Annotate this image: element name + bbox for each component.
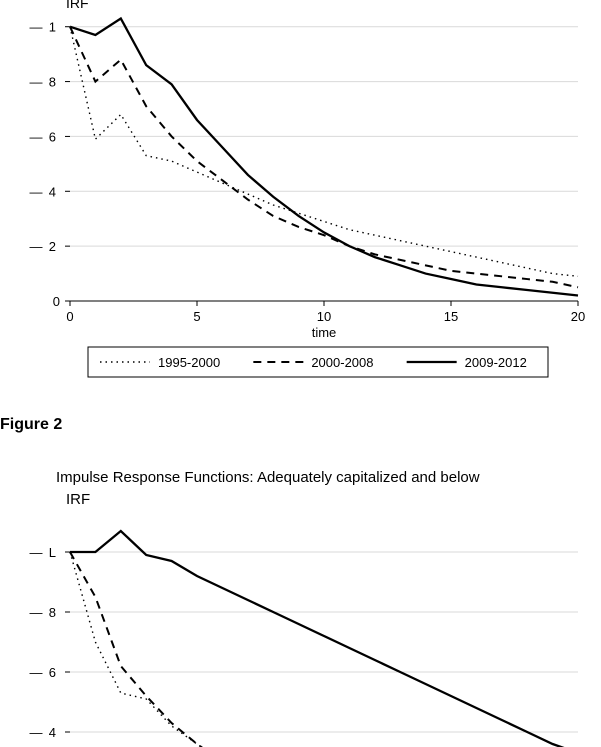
svg-text:0: 0: [66, 309, 73, 324]
chart-1-frame: IRF 0 5 10 15 20 time 0 — 2 — 4 — 6 — 8 — 1 1995-2000 2000-…: [10, 0, 591, 390]
svg-text:—: —: [30, 129, 43, 144]
svg-text:—: —: [30, 184, 43, 199]
svg-text:2: 2: [49, 239, 56, 254]
svg-text:2009-2012: 2009-2012: [465, 355, 527, 370]
svg-text:15: 15: [444, 309, 458, 324]
svg-text:8: 8: [49, 605, 56, 620]
svg-text:0: 0: [53, 294, 60, 309]
svg-text:—: —: [30, 605, 43, 620]
svg-text:4: 4: [49, 184, 56, 199]
svg-text:—: —: [30, 75, 43, 90]
svg-text:4: 4: [49, 725, 56, 740]
svg-text:8: 8: [49, 75, 56, 90]
svg-text:—: —: [30, 725, 43, 740]
svg-text:1995-2000: 1995-2000: [158, 355, 220, 370]
svg-text:6: 6: [49, 129, 56, 144]
chart-2-frame: Impulse Response Functions: Adequately c…: [10, 452, 591, 747]
svg-text:—: —: [30, 545, 43, 560]
svg-text:time: time: [312, 325, 337, 340]
svg-text:10: 10: [317, 309, 331, 324]
svg-text:IRF: IRF: [66, 491, 90, 508]
irf-chart-2: Impulse Response Functions: Adequately c…: [10, 452, 591, 747]
svg-text:5: 5: [193, 309, 200, 324]
svg-text:20: 20: [571, 309, 585, 324]
figure-2-caption: Figure 2: [0, 416, 62, 434]
svg-text:6: 6: [49, 665, 56, 680]
svg-text:—: —: [30, 239, 43, 254]
irf-chart-1: IRF 0 5 10 15 20 time 0 — 2 — 4 — 6 — 8 — 1 1995-2000 2000-…: [10, 0, 591, 390]
svg-text:IRF: IRF: [66, 0, 89, 11]
svg-text:—: —: [30, 20, 43, 35]
svg-text:—: —: [30, 665, 43, 680]
svg-text:Impulse Response Functions: Ad: Impulse Response Functions: Adequately c…: [56, 469, 480, 486]
svg-text:2000-2008: 2000-2008: [311, 355, 373, 370]
svg-text:1: 1: [49, 20, 56, 35]
svg-text:L: L: [49, 545, 56, 560]
